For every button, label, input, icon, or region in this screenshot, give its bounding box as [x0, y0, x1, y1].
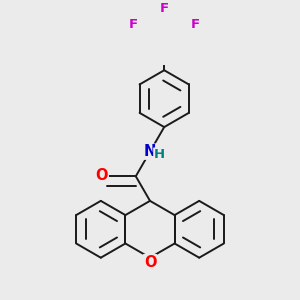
Text: N: N	[144, 144, 156, 159]
Text: O: O	[96, 168, 108, 183]
Text: F: F	[160, 2, 169, 16]
Text: F: F	[190, 18, 200, 31]
Text: F: F	[129, 18, 138, 31]
Text: O: O	[144, 255, 156, 270]
Text: H: H	[154, 148, 165, 161]
